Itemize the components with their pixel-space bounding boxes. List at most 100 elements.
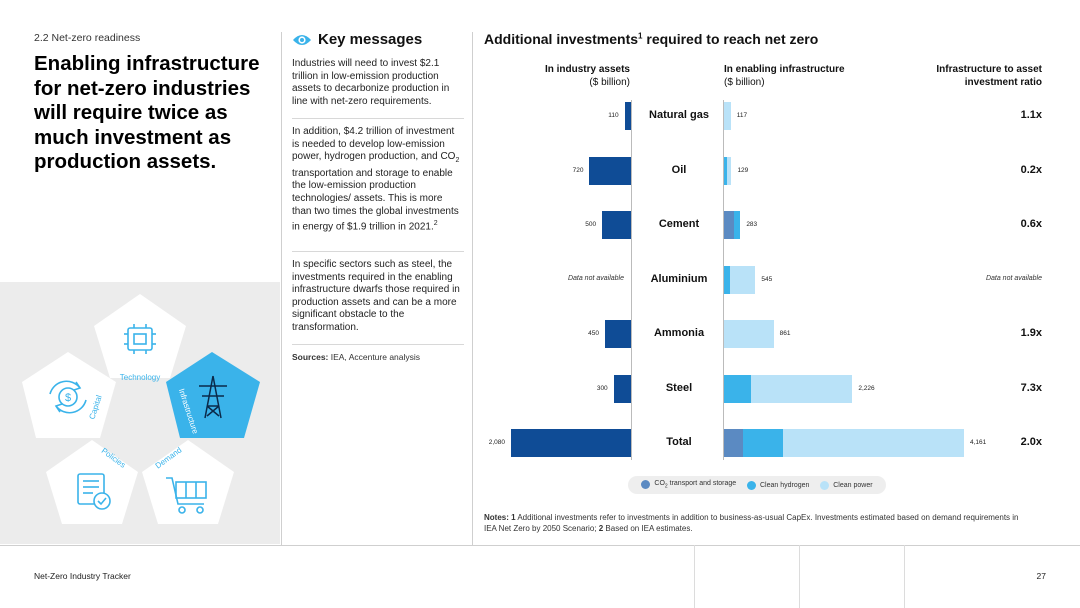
infra-bar-co2-transport-and-storage-cement xyxy=(724,211,735,239)
legend-co2-a: CO xyxy=(654,480,665,488)
industry-bar-ammonia xyxy=(605,320,631,348)
industry-bar-steel xyxy=(613,374,631,403)
column-divider-1 xyxy=(281,32,282,545)
ratio-value-ammonia: 1.9x xyxy=(1020,327,1042,339)
industry-assets-header: In industry assets ($ billion) xyxy=(520,63,630,89)
legend-co2-b: transport and storage xyxy=(667,480,737,488)
pillar-capital: $ Capital xyxy=(22,352,116,438)
industry-value-oil: 720 xyxy=(572,166,584,174)
key-message-separator xyxy=(292,251,464,252)
pillar-demand: Demand xyxy=(142,440,234,524)
infra-bar-clean-hydrogen-total xyxy=(743,429,784,457)
key-message-2-part-a: In addition, $4.2 trillion of investment… xyxy=(292,126,456,163)
legend-swatch-co2 xyxy=(641,480,651,490)
infra-bar-clean-power-natural-gas xyxy=(724,102,731,130)
chip-icon xyxy=(124,324,156,354)
page-title: Enabling infrastructure for net-zero ind… xyxy=(34,52,260,173)
industry-value-natural-gas: 110 xyxy=(608,112,619,119)
infra-bar-clean-hydrogen-cement xyxy=(734,211,741,239)
chart-legend: CO2 transport and storage Clean hydrogen… xyxy=(628,476,886,494)
category-label-aluminium: Aluminium xyxy=(650,272,708,285)
legend-label-hydrogen: Clean hydrogen xyxy=(760,481,810,489)
infra-bar-clean-power-steel xyxy=(750,374,853,403)
pillar-label-technology: Technology xyxy=(120,373,160,382)
industry-value-cement: 500 xyxy=(585,221,597,228)
infra-bar-clean-power-oil xyxy=(726,156,732,185)
industry-value-total: 2,080 xyxy=(488,439,505,446)
ratio-header-line-2: investment ratio xyxy=(964,77,1042,88)
legend-label-co2: CO2 transport and storage xyxy=(654,480,736,489)
key-message-2-subscript: 2 xyxy=(455,157,460,165)
category-label-ammonia: Ammonia xyxy=(653,327,705,339)
industry-bar-oil xyxy=(589,156,631,185)
ratio-header: Infrastructure to asset investment ratio xyxy=(892,63,1042,89)
ratio-value-total: 2.0x xyxy=(1020,436,1042,448)
industry-axis xyxy=(631,100,632,460)
footer-title: Net-Zero Industry Tracker xyxy=(34,571,131,581)
infra-total-oil: 129 xyxy=(737,166,749,174)
legend-label-power: Clean power xyxy=(833,481,873,489)
pillar-policies: Policies xyxy=(46,440,138,524)
footer-cell-divider xyxy=(694,545,695,608)
infrastructure-title: In enabling infrastructure xyxy=(724,64,845,75)
legend-co2-sub: 2 xyxy=(664,483,668,490)
category-label-natural-gas: Natural gas xyxy=(649,109,709,121)
pillar-infrastructure: Infrastructure xyxy=(166,352,260,438)
section-tag: 2.2 Net-zero readiness xyxy=(34,32,141,44)
note-2-number: 2 xyxy=(596,524,604,533)
legend-power: Clean power xyxy=(820,480,873,490)
chart-title-rest: required to reach net zero xyxy=(642,31,819,47)
industry-bar-total xyxy=(511,429,631,457)
key-message-2-part-b: transportation and storage to enable the… xyxy=(292,167,459,233)
key-message-separator xyxy=(292,118,464,119)
infra-total-aluminium: 545 xyxy=(761,275,773,283)
notes-label: Notes: xyxy=(484,513,509,522)
industry-assets-title: In industry assets xyxy=(544,64,630,75)
infra-bar-clean-power-total xyxy=(783,429,964,457)
legend-swatch-hydrogen xyxy=(747,480,756,490)
sources-note: Sources: IEA, Accenture analysis xyxy=(292,352,420,362)
key-messages-header: Key messages xyxy=(292,31,422,48)
infra-total-steel: 2,226 xyxy=(858,384,875,392)
industry-assets-unit: ($ billion) xyxy=(589,77,630,88)
industry-value-ammonia: 450 xyxy=(588,330,600,337)
note-1-number: 1 xyxy=(508,513,516,522)
category-label-total: Total xyxy=(666,436,692,448)
infra-bar-clean-power-ammonia xyxy=(724,320,774,348)
ratio-value-oil: 0.2x xyxy=(1020,163,1042,176)
key-message-2-footnote: 2 xyxy=(433,220,438,228)
key-message-1: Industries will need to invest $2.1 tril… xyxy=(292,58,450,107)
industry-bar-cement xyxy=(602,211,631,239)
industry-bar-natural-gas xyxy=(624,102,631,130)
footer-cell-divider xyxy=(904,545,905,608)
ratio-value-cement: 0.6x xyxy=(1020,218,1042,230)
legend-swatch-power xyxy=(820,480,830,490)
key-message-3: In specific sectors such as steel, the i… xyxy=(292,259,460,333)
ratio-value-steel: 7.3x xyxy=(1020,381,1042,394)
infrastructure-axis xyxy=(723,100,724,460)
key-message-2: In addition, $4.2 trillion of investment… xyxy=(292,126,460,234)
sources-text: IEA, Accenture analysis xyxy=(328,352,421,362)
infra-bar-clean-power-aluminium xyxy=(729,265,756,294)
category-label-steel: Steel xyxy=(665,381,693,394)
legend-co2: CO2 transport and storage xyxy=(641,480,736,490)
document-check-icon xyxy=(77,473,111,510)
note-1-text: Additional investments refer to investme… xyxy=(484,513,1019,533)
dollar-sign: $ xyxy=(65,392,71,404)
power-tower-icon xyxy=(199,375,227,419)
note-2-text: Based on IEA estimates. xyxy=(603,524,693,533)
key-messages-title: Key messages xyxy=(318,31,423,48)
ratio-na-aluminium: Data not available xyxy=(985,274,1042,282)
eye-icon xyxy=(293,34,311,45)
infra-total-total: 4,161 xyxy=(970,439,987,446)
pillar-technology: Technology xyxy=(94,294,186,382)
footer-divider xyxy=(0,545,1080,546)
infra-bar-co2-transport-and-storage-total xyxy=(724,429,744,457)
chart-title: Additional investments1 required to reac… xyxy=(484,31,818,47)
dollar-cycle-icon xyxy=(49,380,87,414)
category-label-cement: Cement xyxy=(658,218,700,230)
infra-total-cement: 283 xyxy=(746,221,758,228)
infra-bar-clean-hydrogen-steel xyxy=(724,374,751,403)
ratio-value-natural-gas: 1.1x xyxy=(1020,109,1042,121)
key-message-separator xyxy=(292,344,464,345)
